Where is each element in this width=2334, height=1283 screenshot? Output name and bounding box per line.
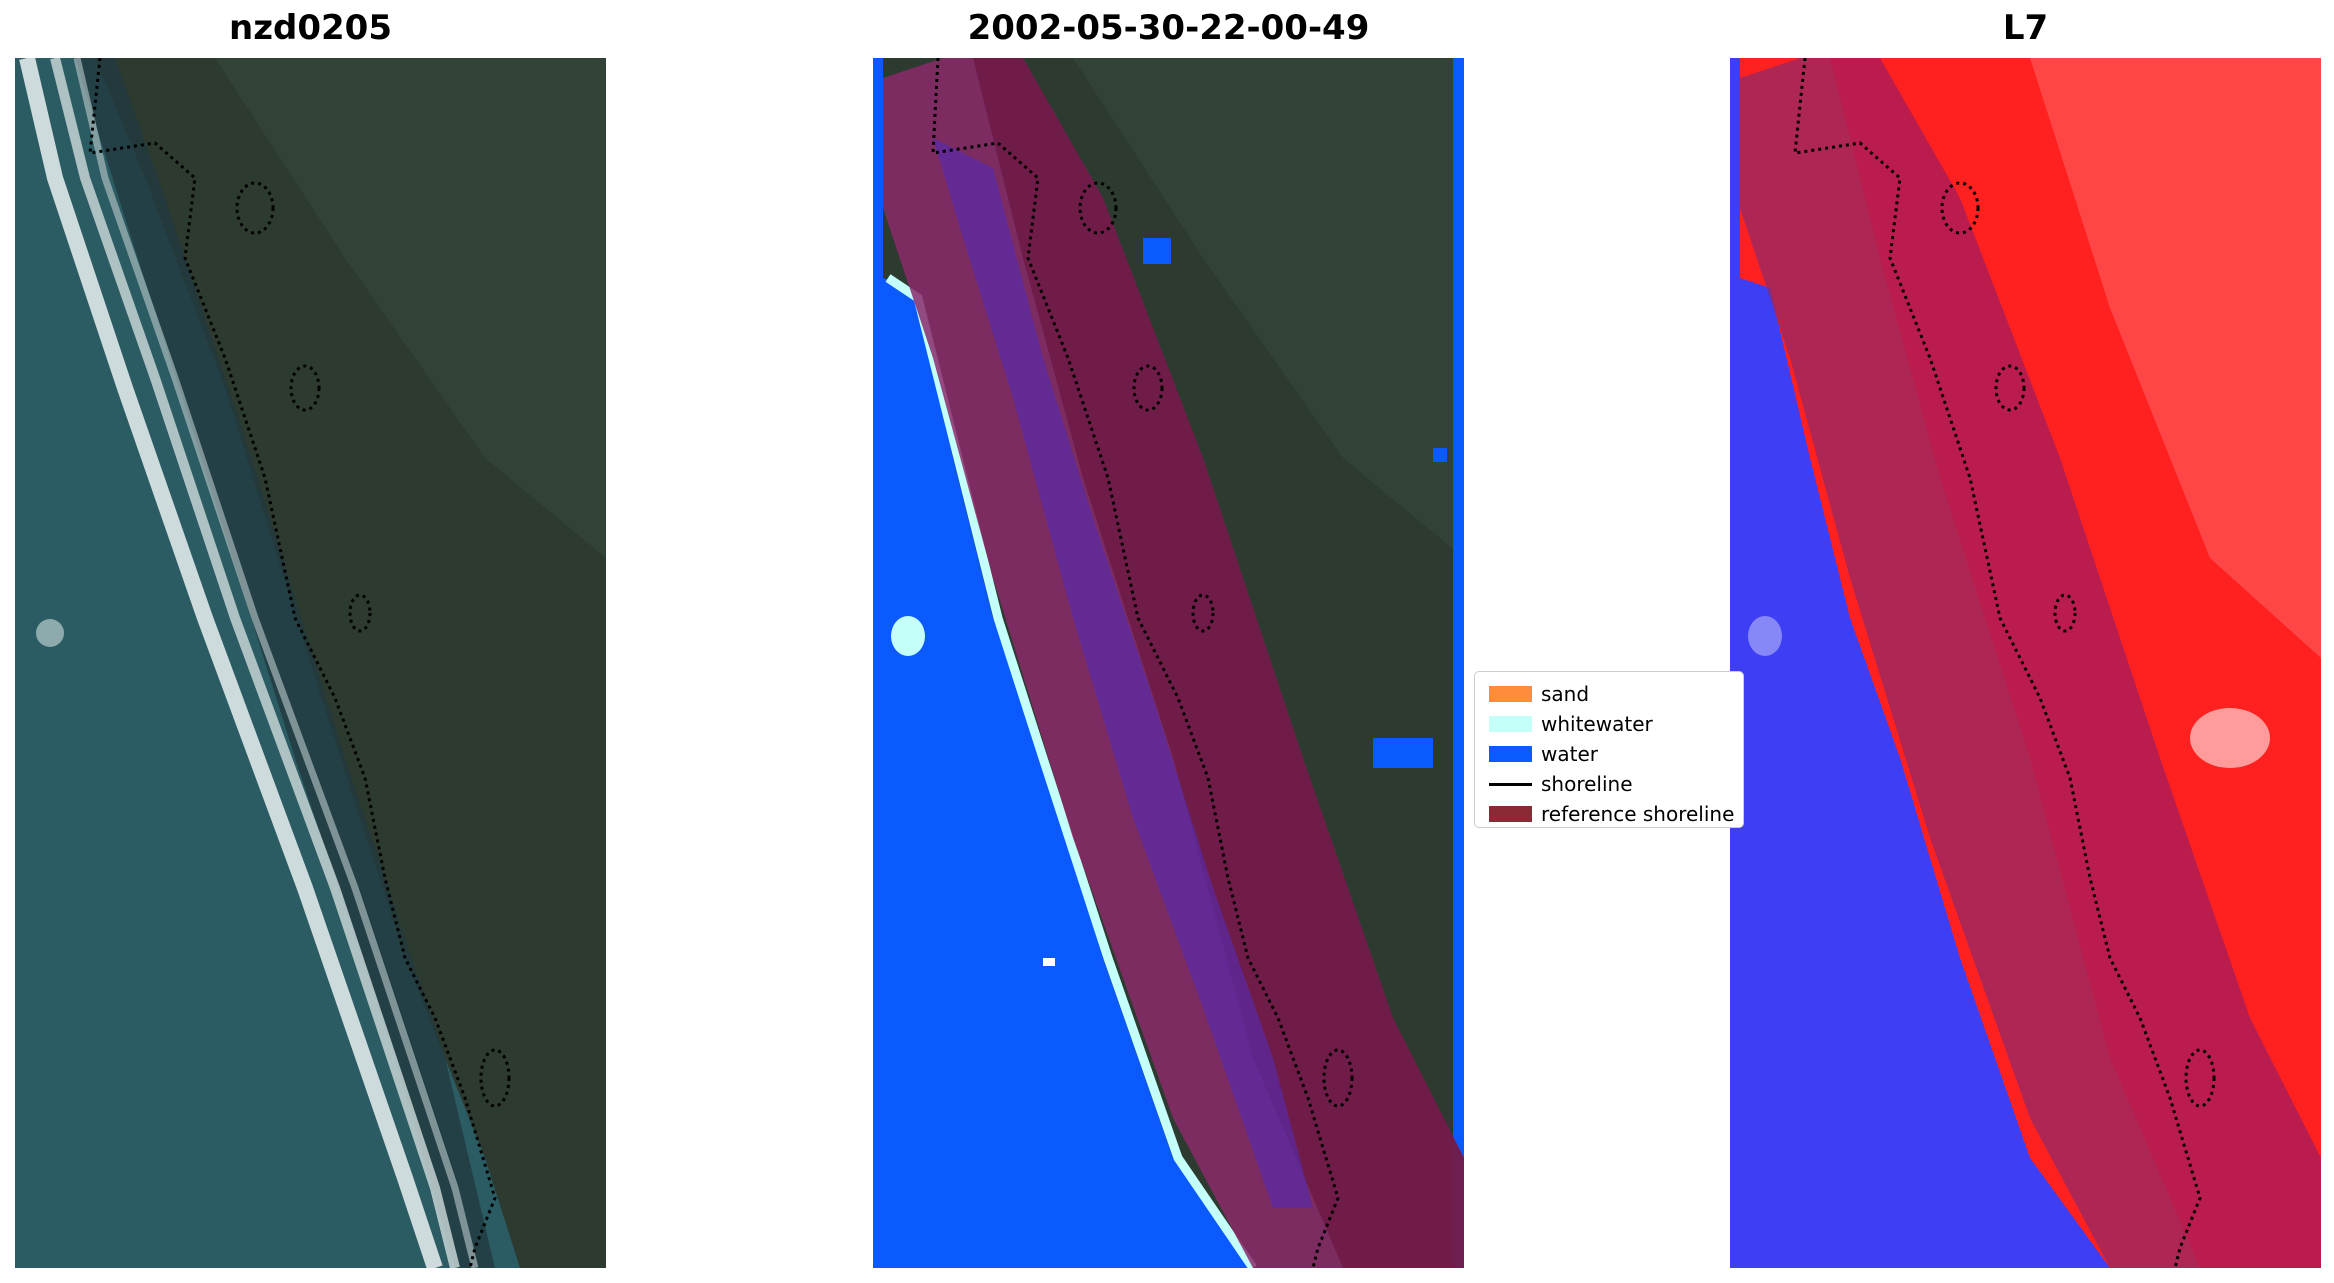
rgb-image [15, 58, 606, 1268]
panel-title-index: L7 [2002, 8, 2049, 48]
index-image [1730, 58, 2321, 1268]
reference-shoreline-swatch [1489, 806, 1532, 822]
legend-label-shoreline: shoreline [1541, 772, 1633, 796]
water-swatch [1489, 746, 1532, 762]
panel-title-rgb: nzd0205 [229, 8, 392, 48]
legend-item-whitewater: whitewater [1475, 707, 1743, 737]
rgb-image-panel [15, 58, 606, 1268]
shoreline-line-icon [1489, 783, 1532, 786]
legend-item-shoreline: shoreline [1475, 767, 1743, 797]
shoreline-trace [88, 58, 497, 1268]
classification-panel [873, 58, 1464, 1268]
legend-label-water: water [1541, 742, 1598, 766]
legend: sand whitewater water shoreline referenc… [1474, 671, 1744, 828]
whitewater-swatch [1489, 716, 1532, 732]
legend-item-water: water [1475, 737, 1743, 767]
classification-image [873, 58, 1464, 1268]
sand-swatch [1489, 686, 1532, 702]
legend-item-sand: sand [1475, 677, 1743, 707]
legend-label-sand: sand [1541, 682, 1590, 706]
index-panel [1730, 58, 2321, 1268]
legend-label-whitewater: whitewater [1541, 712, 1653, 736]
legend-label-reference-shoreline: reference shoreline [1541, 802, 1735, 826]
panel-title-classification: 2002-05-30-22-00-49 [967, 8, 1370, 48]
legend-item-reference-shoreline: reference shoreline [1475, 797, 1743, 827]
